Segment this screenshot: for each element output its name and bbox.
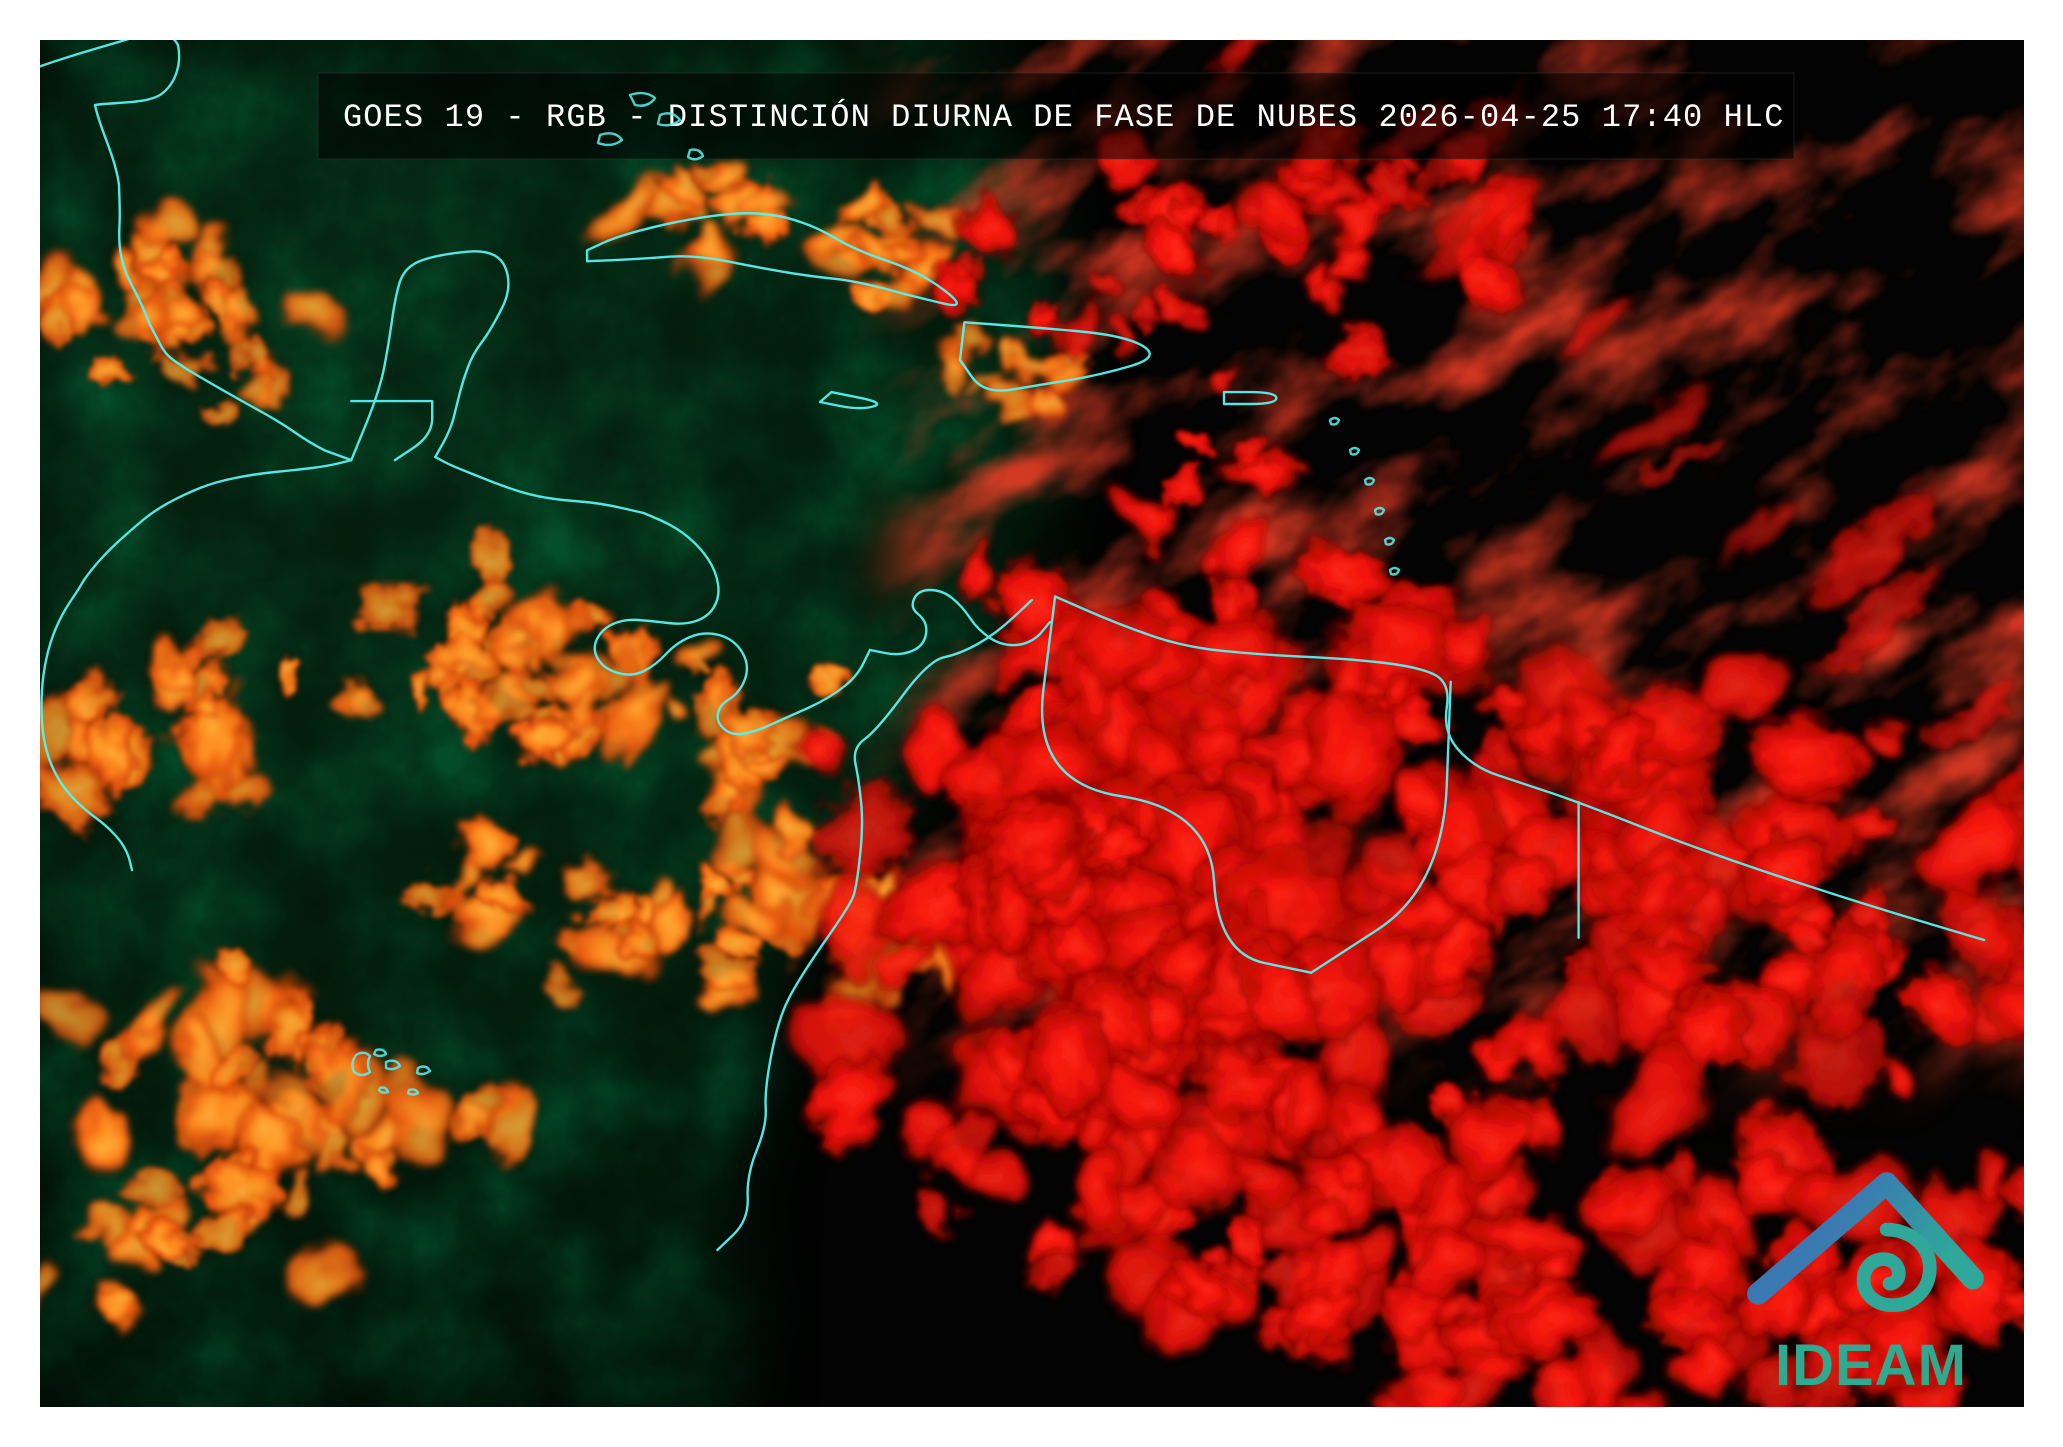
- svg-text:GOES 19 - RGB - DISTINCIÓN DIU: GOES 19 - RGB - DISTINCIÓN DIURNA DE FAS…: [343, 99, 1785, 136]
- svg-text:IDEAM: IDEAM: [1775, 1333, 1967, 1398]
